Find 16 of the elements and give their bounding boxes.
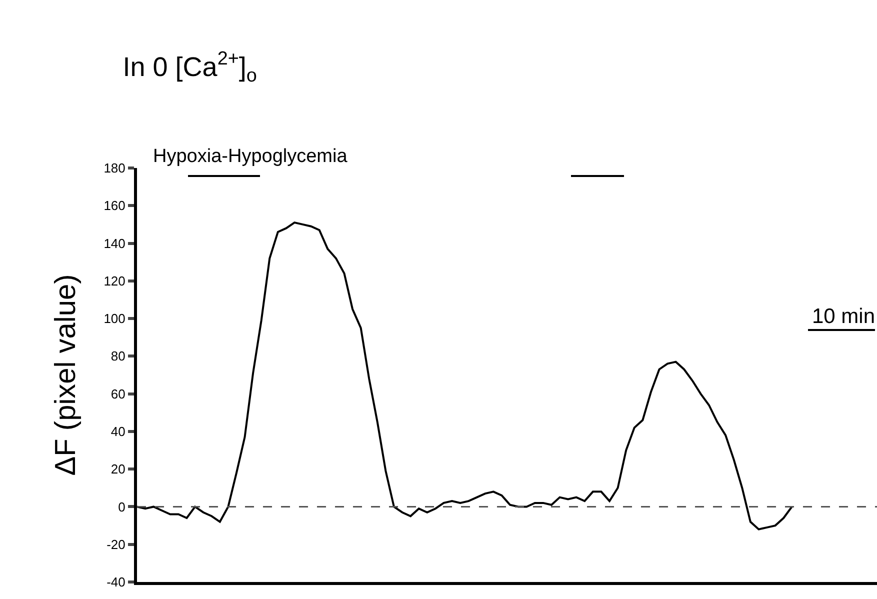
y-tick-label: 160 (104, 198, 126, 214)
y-tick-label: -20 (106, 536, 126, 552)
text: 10 min (808, 305, 875, 331)
text: Hypoxia-Hypoglycemia (153, 146, 348, 168)
y-tick-label: 60 (110, 386, 126, 402)
y-tick-label: 180 (104, 160, 126, 176)
y-tick-label: 120 (104, 273, 126, 288)
y-tick-label: 0 (118, 499, 126, 514)
y-tick-label: 80 (110, 348, 126, 364)
y-axis-title: ΔF (pixel value) (50, 274, 82, 476)
y-tick-label: 40 (110, 424, 126, 439)
y-tick-label: 20 (110, 462, 126, 477)
y-tick-label: -40 (106, 574, 126, 590)
y-tick-label: 100 (104, 311, 126, 326)
chart-title: In 0 [Ca$^{2+}$]$_{o}$ (122, 48, 257, 86)
y-tick-label: 140 (104, 236, 126, 251)
